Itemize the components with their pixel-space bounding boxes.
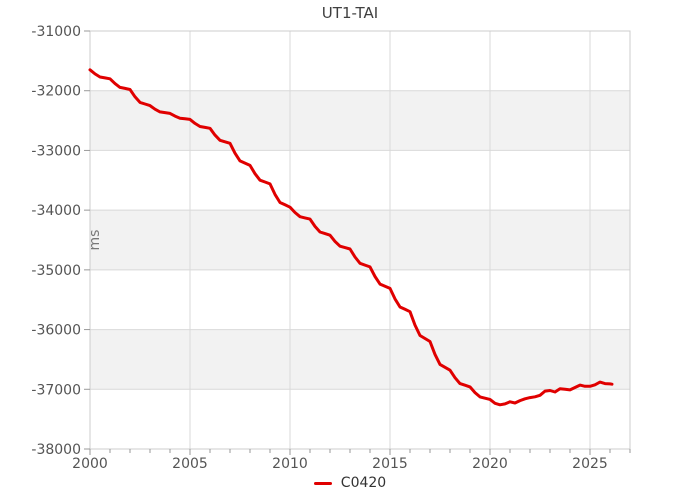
x-tick-label: 2020 (472, 456, 508, 472)
y-tick-label: -34000 (31, 203, 81, 219)
plot-border (89, 30, 631, 450)
x-tick-label: 2000 (72, 456, 108, 472)
x-tick-label: 2025 (572, 456, 608, 472)
plot-band (90, 210, 630, 270)
y-tick-label: -37000 (31, 382, 81, 398)
series-line-c0420[interactable] (88, 68, 614, 407)
y-axis-name: ms (87, 230, 103, 251)
y-tick-label: -33000 (31, 143, 81, 159)
y-tick-label: -36000 (31, 323, 81, 339)
legend: C0420 (0, 475, 700, 491)
plot-band (90, 389, 630, 449)
y-tick-label: -31000 (31, 24, 81, 40)
y-tick-label: -38000 (31, 442, 81, 458)
legend-line-marker (313, 481, 332, 485)
plot-band (90, 269, 630, 330)
legend-label: C0420 (340, 475, 387, 491)
plot-band (90, 90, 630, 151)
plot-band (90, 329, 630, 390)
y-tick-label: -32000 (31, 84, 81, 100)
y-tick-label: -35000 (31, 263, 81, 279)
plot-band (90, 31, 630, 91)
x-tick-label: 2010 (272, 456, 308, 472)
x-tick-label: 2015 (372, 456, 408, 472)
plot-band (90, 150, 630, 211)
x-tick-label: 2005 (172, 456, 208, 472)
chart-title: UT1-TAI (321, 4, 379, 22)
legend-item-c0420[interactable]: C0420 (313, 475, 387, 491)
